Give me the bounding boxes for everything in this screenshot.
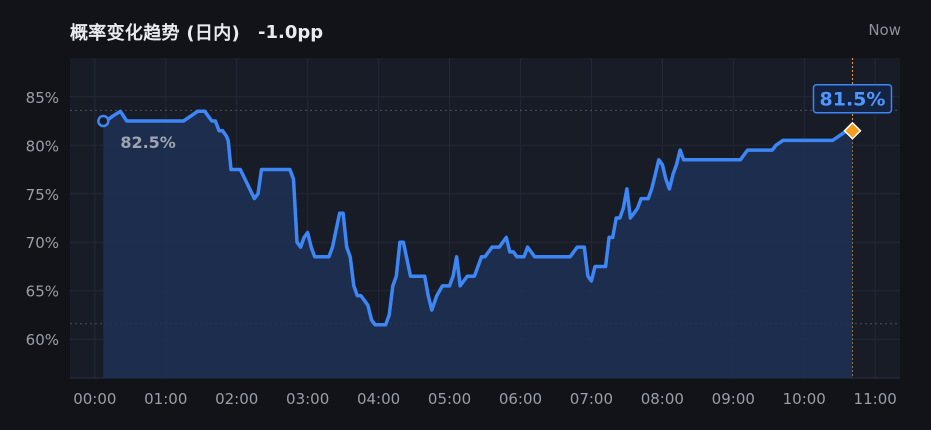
y-tick-label: 85%	[26, 89, 59, 107]
start-value-label: 82.5%	[120, 133, 176, 152]
x-tick-label: 09:00	[712, 390, 755, 408]
end-value-label: 81.5%	[820, 89, 886, 111]
x-tick-label: 00:00	[73, 390, 116, 408]
x-tick-label: 10:00	[783, 390, 826, 408]
series-line	[101, 109, 855, 327]
x-tick-label: 01:00	[144, 390, 187, 408]
y-tick-label: 75%	[26, 186, 59, 204]
end-value-badge	[812, 83, 893, 114]
chart-header: 概率变化趋势 (日内) -1.0pp	[70, 18, 323, 46]
y-tick-label: 80%	[26, 137, 59, 155]
probability-delta: -1.0pp	[258, 21, 324, 43]
x-tick-label: 03:00	[286, 390, 329, 408]
y-tick-label: 65%	[26, 283, 59, 301]
x-tick-label: 02:00	[215, 390, 258, 408]
start-point	[97, 114, 110, 128]
y-tick-label: 70%	[26, 234, 59, 252]
x-tick-label: 06:00	[499, 390, 542, 408]
x-tick-label: 08:00	[641, 390, 684, 408]
x-tick-label: 05:00	[428, 390, 471, 408]
chart-title: 概率变化趋势 (日内)	[70, 23, 241, 44]
end-point-marker	[843, 121, 862, 140]
x-tick-label: 04:00	[357, 390, 400, 408]
x-tick-label: 07:00	[570, 390, 613, 408]
y-tick-label: 60%	[26, 331, 59, 349]
now-label: Now	[868, 21, 901, 39]
x-tick-label: 11:00	[854, 390, 897, 408]
